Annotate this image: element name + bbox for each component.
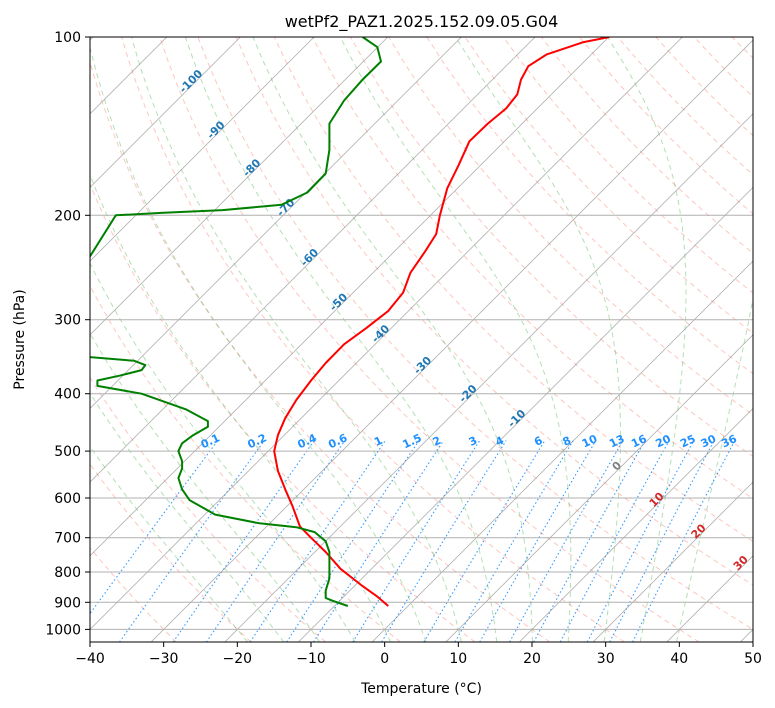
mixing-ratio-line <box>559 440 670 642</box>
dry-adiabat-line <box>235 37 753 586</box>
moist-adiabat-line <box>607 37 687 642</box>
isotherm-line <box>90 37 683 630</box>
x-axis-label: Temperature (°C) <box>360 681 482 697</box>
x-tick-label: −10 <box>296 651 326 667</box>
dry-adiabat-line <box>90 546 177 642</box>
x-tick-label: 50 <box>744 651 762 667</box>
isotherm-line <box>90 37 241 188</box>
isotherm-line <box>90 37 536 483</box>
isotherm-line <box>90 37 610 557</box>
y-tick-label: 700 <box>54 531 81 547</box>
x-tick-label: 0 <box>380 651 389 667</box>
mixing-ratio-line <box>479 440 597 642</box>
x-tick-label: −40 <box>75 651 105 667</box>
y-tick-label: 600 <box>54 491 81 507</box>
dry-adiabat-line <box>90 376 327 642</box>
isotherm-line <box>371 260 753 642</box>
mixing-ratio-label: 13 <box>607 432 626 450</box>
isotherm-line <box>298 186 753 642</box>
mixing-ratio-label: 30 <box>699 432 719 450</box>
chart-title: wetPf2_PAZ1.2025.152.09.05.G04 <box>285 12 559 32</box>
dry-adiabat-line <box>502 37 753 294</box>
dry-adiabat-line <box>388 37 753 416</box>
mixing-ratio-line <box>632 440 736 642</box>
plot-background <box>90 37 753 642</box>
dry-adiabat-line <box>197 37 753 630</box>
mixing-ratio-line <box>249 440 386 642</box>
mixing-ratio-label: 20 <box>654 432 674 450</box>
y-axis-label: Pressure (hPa) <box>12 289 28 389</box>
x-tick-label: −20 <box>223 651 253 667</box>
y-tick-label: 100 <box>54 30 81 46</box>
mixing-ratio-label: 36 <box>719 432 739 450</box>
x-tick-label: 20 <box>523 651 541 667</box>
dewpoint-line <box>90 37 382 607</box>
mixing-ratio-label: 16 <box>629 432 649 450</box>
y-tick-label: 300 <box>54 313 81 329</box>
y-tick-label: 800 <box>54 565 81 581</box>
y-tick-label: 500 <box>54 444 81 460</box>
isotherm-line <box>90 37 315 262</box>
x-tick-label: 10 <box>449 651 467 667</box>
y-tick-label: 1000 <box>45 622 81 638</box>
mixing-ratio-label: 25 <box>678 432 697 450</box>
mixing-ratio-line <box>533 440 646 642</box>
mixing-ratio-line <box>119 440 265 642</box>
moist-adiabat-line <box>252 37 533 642</box>
mixing-ratio-line <box>352 440 481 642</box>
dry-adiabat-line <box>90 60 551 642</box>
x-tick-label: 30 <box>597 651 615 667</box>
dry-adiabat-line <box>159 37 700 642</box>
plot-frame <box>89 36 754 643</box>
moist-adiabat-line <box>90 392 285 642</box>
isotherm-line <box>519 407 753 642</box>
dry-adiabat-line <box>90 182 476 642</box>
isotherm-line <box>90 37 462 409</box>
isotherm-line <box>150 39 753 642</box>
moist-adiabat-line <box>339 37 572 642</box>
mixing-ratio-line <box>286 440 420 642</box>
isotherm-line <box>90 37 389 336</box>
y-tick-label: 400 <box>54 387 81 403</box>
axis-ticks: −40 −30 −20 −10 0 10 20 30 40 50 100 200 300 400 500 60… <box>45 30 762 667</box>
mixing-ratio-label: 10 <box>580 432 600 450</box>
mixing-ratio-line <box>313 440 445 642</box>
moist-adiabat-line <box>90 173 392 642</box>
mixing-ratio-line <box>172 440 315 642</box>
mixing-ratio-line <box>423 440 546 642</box>
mixing-ratio-line <box>509 440 624 642</box>
isotherm-line <box>592 481 753 642</box>
mixing-ratio-line <box>454 440 574 642</box>
isotherm-line <box>445 334 753 642</box>
x-tick-label: 40 <box>670 651 688 667</box>
dry-adiabat-line <box>121 37 625 642</box>
dry-adiabat-line <box>90 463 252 642</box>
y-tick-label: 200 <box>54 208 81 224</box>
y-tick-label: 900 <box>54 595 81 611</box>
moist-adiabat-line <box>90 45 427 642</box>
x-tick-label: −30 <box>149 651 179 667</box>
moist-adiabat-line <box>90 445 249 642</box>
profile-lines <box>90 37 610 607</box>
moist-adiabat-line <box>131 37 462 642</box>
mixing-ratio-line <box>90 440 219 615</box>
